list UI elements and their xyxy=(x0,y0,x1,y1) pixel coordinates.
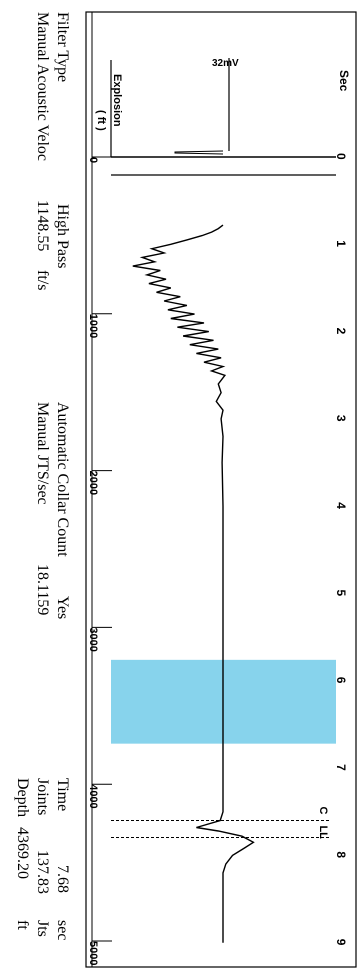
info-panel: Filter Type High Pass Manual Acoustic Ve… xyxy=(14,12,71,940)
series-trace xyxy=(132,224,255,943)
filter-type-label: Filter Type xyxy=(54,12,71,82)
explosion-label: Explosion xyxy=(111,74,123,127)
depth-axis-label: ( ft ) xyxy=(95,110,107,131)
sec-ticks: 0 1 2 3 4 5 6 7 8 9 xyxy=(334,153,348,946)
depth-tick-label: 1000 xyxy=(87,314,99,338)
depth-ticks: 0 1000 2000 3000 4000 5000 xyxy=(87,156,112,965)
time-label: Time xyxy=(54,778,71,811)
joints-unit: Jts xyxy=(34,920,51,937)
scale-label: 32mV xyxy=(212,58,239,69)
manual-jts-value: 18.1159 xyxy=(34,564,51,615)
depth-unit: ft xyxy=(14,920,31,930)
manual-velocity-value: 1148.55 xyxy=(34,200,51,251)
depth-tick-label: 3000 xyxy=(87,627,99,651)
auto-collar-label: Automatic Collar Count xyxy=(54,402,71,557)
auto-collar-value: Yes xyxy=(54,596,71,619)
plot-frame xyxy=(85,11,357,968)
sec-tick-label: 9 xyxy=(334,939,348,946)
time-value: 7.68 xyxy=(54,865,71,893)
time-unit: sec xyxy=(54,920,71,940)
manual-jts-label: Manual JTS/sec xyxy=(34,402,51,505)
sec-tick-label: 3 xyxy=(334,415,348,422)
sec-tick-label: 8 xyxy=(334,851,348,858)
depth-tick-label: 4000 xyxy=(87,784,99,808)
depth-value: 4369.20 xyxy=(14,827,31,879)
sec-tick-label: 2 xyxy=(334,328,348,335)
sec-tick-label: 1 xyxy=(334,240,348,247)
joints-label: Joints xyxy=(34,778,51,815)
collar-marker-label: C xyxy=(317,806,329,814)
filter-type-value: High Pass xyxy=(54,204,71,268)
joints-value: 137.83 xyxy=(34,850,51,894)
depth-tick-label: 0 xyxy=(87,157,99,163)
sec-tick-label: 6 xyxy=(334,677,348,684)
depth-label: Depth xyxy=(14,778,31,817)
liquid-level-marker-label: LL xyxy=(317,825,329,839)
sec-axis-label: Sec xyxy=(337,70,351,92)
depth-tick-label: 2000 xyxy=(87,471,99,495)
sec-tick-label: 5 xyxy=(334,590,348,597)
explosion-spike xyxy=(174,150,224,155)
sec-tick-label: 0 xyxy=(334,153,348,160)
sec-tick-label: 4 xyxy=(334,502,348,509)
manual-velocity-label: Manual Acoustic Veloc xyxy=(34,12,51,161)
explosion-pulse xyxy=(110,58,336,176)
manual-velocity-unit: ft/s xyxy=(34,270,51,290)
depth-tick-label: 5000 xyxy=(87,941,99,965)
sec-tick-label: 7 xyxy=(334,764,348,771)
